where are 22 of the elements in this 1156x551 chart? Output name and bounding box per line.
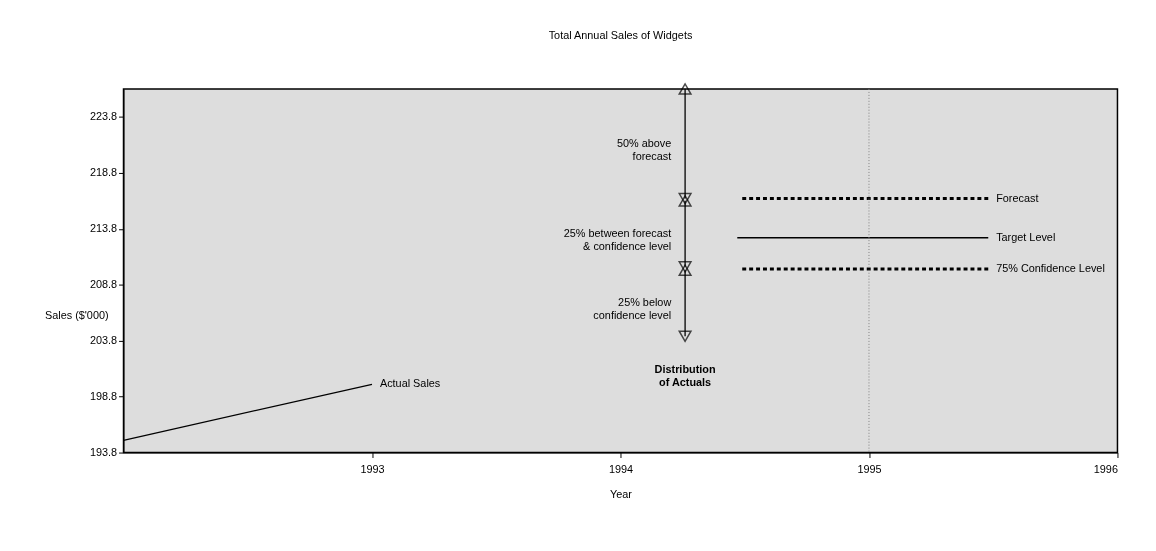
y-tick-label: 223.8 — [89, 110, 118, 123]
chart-title: Total Annual Sales of Widgets — [548, 29, 693, 42]
series-label: Target Level — [996, 230, 1056, 243]
x-tick-label: 1993 — [360, 462, 385, 475]
x-tick-label: 1994 — [608, 462, 634, 475]
y-tick-label: 218.8 — [89, 166, 118, 179]
y-tick-label: 208.8 — [89, 278, 118, 291]
y-axis-title: Sales ($'000) — [44, 308, 109, 321]
x-tick-label: 1995 — [857, 462, 882, 475]
y-tick-label: 213.8 — [89, 222, 118, 235]
y-tick-label: 203.8 — [89, 334, 118, 347]
y-tick-label: 198.8 — [89, 390, 118, 403]
series-label: 75% Confidence Level — [996, 262, 1105, 275]
annotation: 50% above forecast — [616, 136, 672, 162]
x-axis-title: Year — [610, 487, 633, 500]
annotation: Distribution of Actuals — [654, 362, 716, 388]
annotation: 25% between forecast & confidence level — [563, 226, 672, 252]
series-label: Forecast — [996, 191, 1039, 204]
series-label: Actual Sales — [379, 377, 441, 390]
x-tick-label: 1996 — [1093, 462, 1118, 475]
y-tick-label: 193.8 — [89, 446, 118, 459]
annotation: 25% below confidence level — [593, 296, 672, 322]
